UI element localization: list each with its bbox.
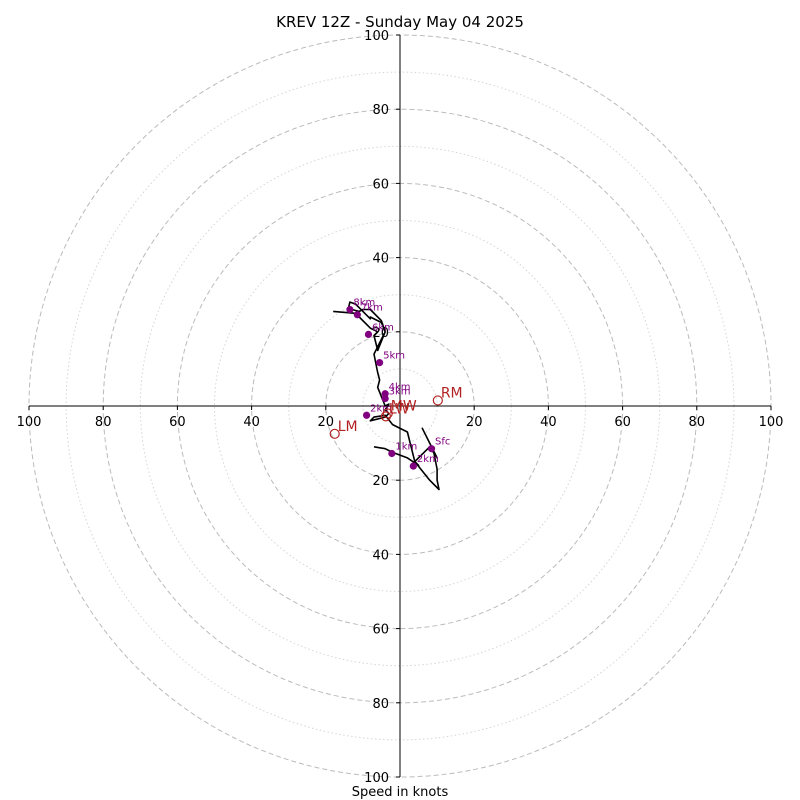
storm-motion-marker [380, 411, 392, 422]
x-tick-label: 40 [243, 415, 260, 430]
x-tick-label: 60 [169, 415, 186, 430]
height-marker-dot [427, 445, 436, 453]
height-marker-label: Sfc [435, 437, 450, 448]
y-tick-label: 20 [372, 474, 389, 489]
x-tick-label: 80 [95, 415, 112, 430]
height-marker-dot [381, 390, 389, 398]
height-marker-dot [364, 330, 373, 338]
x-tick-label: 40 [540, 415, 557, 430]
height-marker-dot [409, 462, 417, 470]
hodograph-trace [333, 301, 440, 491]
height-marker-dot [363, 411, 371, 419]
y-tick-label: 60 [372, 623, 389, 638]
storm-motion-label: MW [391, 398, 417, 414]
height-marker-dot [353, 311, 361, 319]
height-marker-label: 7km [361, 303, 383, 314]
y-tick-label: 80 [372, 103, 389, 118]
tick-labels: 100 80 60 40 20 20 40 60 80 100100806040202040608… [17, 29, 784, 786]
height-marker-label: 8km [353, 298, 375, 309]
height-marker-label: 4km [389, 382, 411, 393]
height-marker-label: 5km [383, 351, 405, 362]
height-marker-label: 1km [395, 441, 417, 452]
x-tick-label: 100 [759, 415, 784, 430]
chart-title: KREV 12Z - Sunday May 04 2025 [276, 13, 524, 31]
x-tick-label: 80 [689, 415, 706, 430]
height-marker-label: 6km [372, 322, 394, 333]
height-marker-label: 2km [370, 403, 392, 414]
height-marker-dot [388, 449, 396, 458]
x-tick-label: 60 [614, 415, 631, 430]
storm-motion-marker [329, 428, 340, 439]
x-tick-label: 100 [17, 415, 42, 430]
height-marker-label: 3km [389, 387, 411, 398]
x-axis-label: Speed in knots [352, 785, 449, 800]
storm-motion-marker [382, 408, 393, 419]
height-marker-dot [346, 305, 354, 314]
storm-motion-label: LM [338, 419, 358, 435]
storm-motion-marker [432, 395, 443, 406]
y-tick-label: 40 [372, 252, 389, 267]
y-tick-label: 40 [372, 548, 389, 563]
hodograph-trace-group [333, 301, 440, 491]
height-marker-dot [375, 358, 384, 367]
x-tick-label: 20 [318, 415, 335, 430]
y-tick-label: 100 [364, 29, 389, 44]
height-marker-label: 2km [417, 454, 439, 465]
storm-motion-label: RM [441, 385, 463, 401]
y-tick-label: 80 [372, 697, 389, 712]
axes [29, 35, 771, 777]
y-tick-label: 100 [364, 771, 389, 786]
y-tick-label: 60 [372, 177, 389, 192]
storm-motion-label: LW [389, 401, 410, 417]
x-tick-label: 20 [466, 415, 483, 430]
